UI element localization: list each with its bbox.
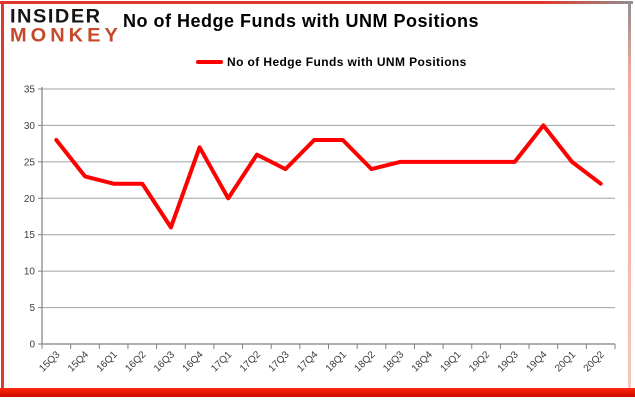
frame-border-top [0,1,633,4]
legend-series-label: No of Hedge Funds with UNM Positions [227,55,467,69]
y-axis-label-30: 30 [24,121,36,132]
x-axis-label-19Q1: 19Q1 [438,349,463,374]
y-axis-label-35: 35 [24,85,36,96]
x-axis-label-18Q3: 18Q3 [381,349,406,374]
x-axis-label-20Q1: 20Q1 [553,349,578,374]
frame-border-right [628,2,631,391]
y-axis-label-5: 5 [29,303,35,314]
x-axis-label-17Q4: 17Q4 [295,349,320,374]
x-axis-label-20Q2: 20Q2 [582,349,607,374]
series-line-hedge-funds [54,123,603,230]
logo-line-insider: INSIDER [10,6,102,27]
x-axis-label-19Q2: 19Q2 [467,349,492,374]
x-axis-label-17Q3: 17Q3 [267,349,292,374]
x-axis-label-15Q4: 15Q4 [66,349,91,374]
legend-line-swatch [196,60,223,64]
insider-monkey-logo: INSIDER MONKEY [10,6,122,46]
y-axis-label-15: 15 [24,230,36,241]
x-axis-label-17Q1: 17Q1 [209,349,234,374]
chart-title: No of Hedge Funds with UNM Positions [123,11,479,31]
y-axis-label-0: 0 [29,340,35,351]
x-axis-label-15Q3: 15Q3 [37,349,62,374]
x-axis-label-18Q1: 18Q1 [324,349,349,374]
y-axis-label-10: 10 [24,267,36,278]
x-axis-label-16Q4: 16Q4 [181,349,206,374]
x-axis-label-18Q4: 18Q4 [410,349,435,374]
x-axis-label-18Q2: 18Q2 [353,349,378,374]
frame-border-left [1,1,4,391]
x-axis-label-17Q2: 17Q2 [238,349,263,374]
x-axis-label-16Q2: 16Q2 [123,349,148,374]
frame-bottom-red-bar [0,388,635,397]
x-axis-label-19Q3: 19Q3 [496,349,521,374]
x-axis-label-19Q4: 19Q4 [524,349,549,374]
y-axis-label-25: 25 [24,157,36,168]
chart-legend: No of Hedge Funds with UNM Positions [196,55,467,69]
x-axis-label-16Q3: 16Q3 [152,349,177,374]
logo-line-monkey: MONKEY [10,25,122,46]
y-axis-label-20: 20 [24,194,36,205]
x-axis-label-16Q1: 16Q1 [95,349,120,374]
